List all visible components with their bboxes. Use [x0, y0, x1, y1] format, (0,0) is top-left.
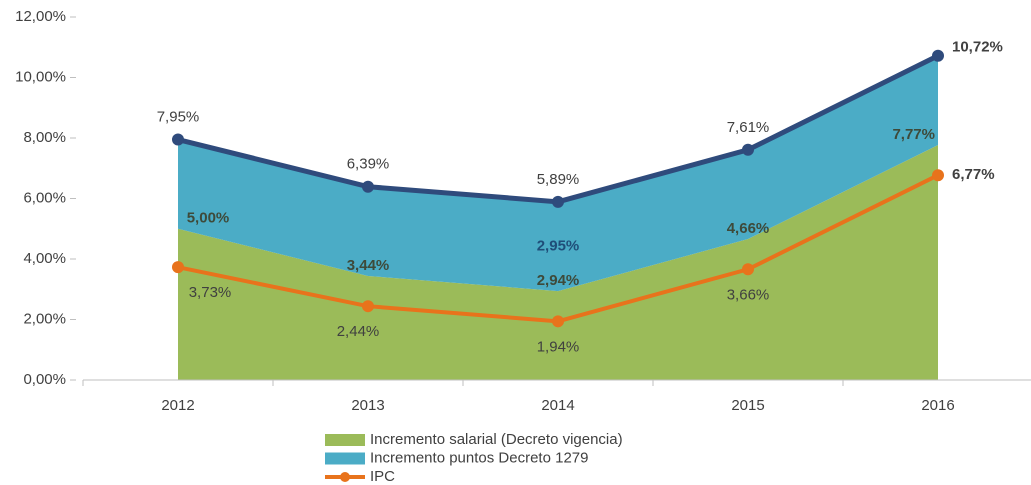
total-label: 6,39%	[347, 156, 390, 173]
line-label: 3,73%	[189, 284, 232, 301]
area-label: 3,44%	[347, 257, 390, 274]
legend-label: Incremento puntos Decreto 1279	[370, 449, 588, 466]
area-label: 2,95%	[537, 237, 580, 254]
x-tick-label: 2015	[731, 397, 764, 414]
marker	[742, 263, 754, 276]
line-label: 3,66%	[727, 286, 770, 303]
x-tick-label: 2016	[921, 397, 954, 414]
x-tick-label: 2013	[351, 397, 384, 414]
marker	[932, 169, 944, 182]
area	[178, 144, 938, 380]
x-tick-label: 2012	[161, 397, 194, 414]
y-tick-label: 0,00%	[23, 371, 66, 388]
area-label: 5,00%	[187, 210, 230, 227]
marker	[362, 300, 374, 313]
total-label: 7,61%	[727, 119, 770, 136]
total-label: 10,72%	[952, 39, 1003, 56]
marker	[742, 143, 754, 156]
y-tick-label: 2,00%	[23, 310, 66, 327]
legend-swatch	[325, 452, 365, 465]
marker	[552, 195, 564, 208]
x-tick-label: 2014	[541, 397, 574, 414]
legend-label: IPC	[370, 468, 395, 485]
line-label: 1,94%	[537, 338, 580, 355]
y-tick-label: 8,00%	[23, 129, 66, 146]
line-label: 2,44%	[337, 323, 380, 340]
y-tick-label: 4,00%	[23, 250, 66, 267]
legend-swatch	[340, 472, 350, 482]
y-tick-label: 6,00%	[23, 189, 66, 206]
legend-label: Incremento salarial (Decreto vigencia)	[370, 431, 623, 448]
marker	[552, 315, 564, 328]
marker	[932, 49, 944, 62]
marker	[172, 133, 184, 146]
y-tick-label: 12,00%	[15, 8, 66, 25]
area-label: 2,94%	[537, 272, 580, 289]
area-label: 4,66%	[727, 220, 770, 237]
legend-swatch	[325, 434, 365, 446]
total-label: 5,89%	[537, 171, 580, 188]
total-label: 7,95%	[157, 108, 200, 125]
y-tick-label: 10,00%	[15, 68, 66, 85]
area	[178, 55, 938, 292]
marker	[172, 261, 184, 274]
line-label: 6,77%	[952, 166, 995, 183]
marker	[362, 180, 374, 193]
area-label: 7,77%	[892, 126, 935, 143]
